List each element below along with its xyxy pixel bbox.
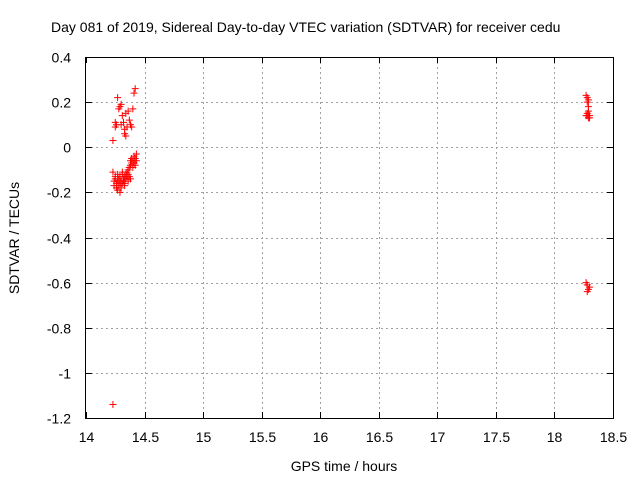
data-point <box>130 89 138 97</box>
plot-frame <box>85 57 614 419</box>
data-point <box>109 136 117 144</box>
data-point <box>129 105 137 113</box>
data-point <box>109 168 117 176</box>
data-point <box>116 188 124 196</box>
x-tick-label: 18.5 <box>600 429 627 445</box>
y-tick-label: 0.2 <box>52 95 72 111</box>
data-point <box>125 116 133 124</box>
data-point <box>117 100 125 108</box>
data-point <box>117 121 125 129</box>
grid-lines <box>86 57 613 418</box>
x-tick-label: 14.5 <box>132 429 159 445</box>
data-points <box>109 85 594 408</box>
data-point <box>121 179 129 187</box>
data-point <box>109 400 117 408</box>
x-tick-label: 18 <box>547 429 563 445</box>
y-tick-label: -1 <box>59 366 72 382</box>
data-point <box>122 132 130 140</box>
data-point <box>114 94 122 102</box>
data-point <box>131 85 139 93</box>
x-tick-label: 14 <box>79 429 95 445</box>
x-tick-label: 16 <box>313 429 329 445</box>
x-tick-label: 17 <box>430 429 446 445</box>
y-tick-label: -0.4 <box>47 231 71 247</box>
data-point <box>586 114 594 122</box>
x-axis-label: GPS time / hours <box>291 458 398 474</box>
y-tick-label: -1.2 <box>47 411 71 427</box>
axis-ticks: 14 14.5 15 15.5 16 16.5 17 17.5 18 18.5 0.4 0.2 0 -0.… <box>47 50 627 446</box>
data-point <box>132 157 140 165</box>
y-axis-label: SDTVAR / TECUs <box>6 182 22 294</box>
data-point <box>122 109 130 117</box>
x-tick-label: 16.5 <box>366 429 393 445</box>
data-point <box>111 175 119 183</box>
y-tick-label: -0.8 <box>47 321 71 337</box>
data-point <box>128 123 136 131</box>
y-tick-label: -0.6 <box>47 276 71 292</box>
data-point <box>132 150 140 158</box>
y-tick-label: -0.2 <box>47 185 71 201</box>
data-point <box>586 283 594 291</box>
data-point <box>582 112 590 120</box>
x-tick-label: 17.5 <box>483 429 510 445</box>
x-tick-label: 15 <box>196 429 212 445</box>
chart-title: Day 081 of 2019, Sidereal Day-to-day VTE… <box>51 19 560 35</box>
data-point <box>584 107 592 115</box>
x-tick-label: 15.5 <box>249 429 276 445</box>
data-point <box>584 96 592 104</box>
data-point <box>118 168 126 176</box>
data-point <box>117 184 125 192</box>
data-point <box>118 112 126 120</box>
data-point <box>131 161 139 169</box>
y-tick-label: 0 <box>63 140 71 156</box>
y-tick-label: 0.4 <box>52 50 72 66</box>
data-point <box>124 177 132 185</box>
